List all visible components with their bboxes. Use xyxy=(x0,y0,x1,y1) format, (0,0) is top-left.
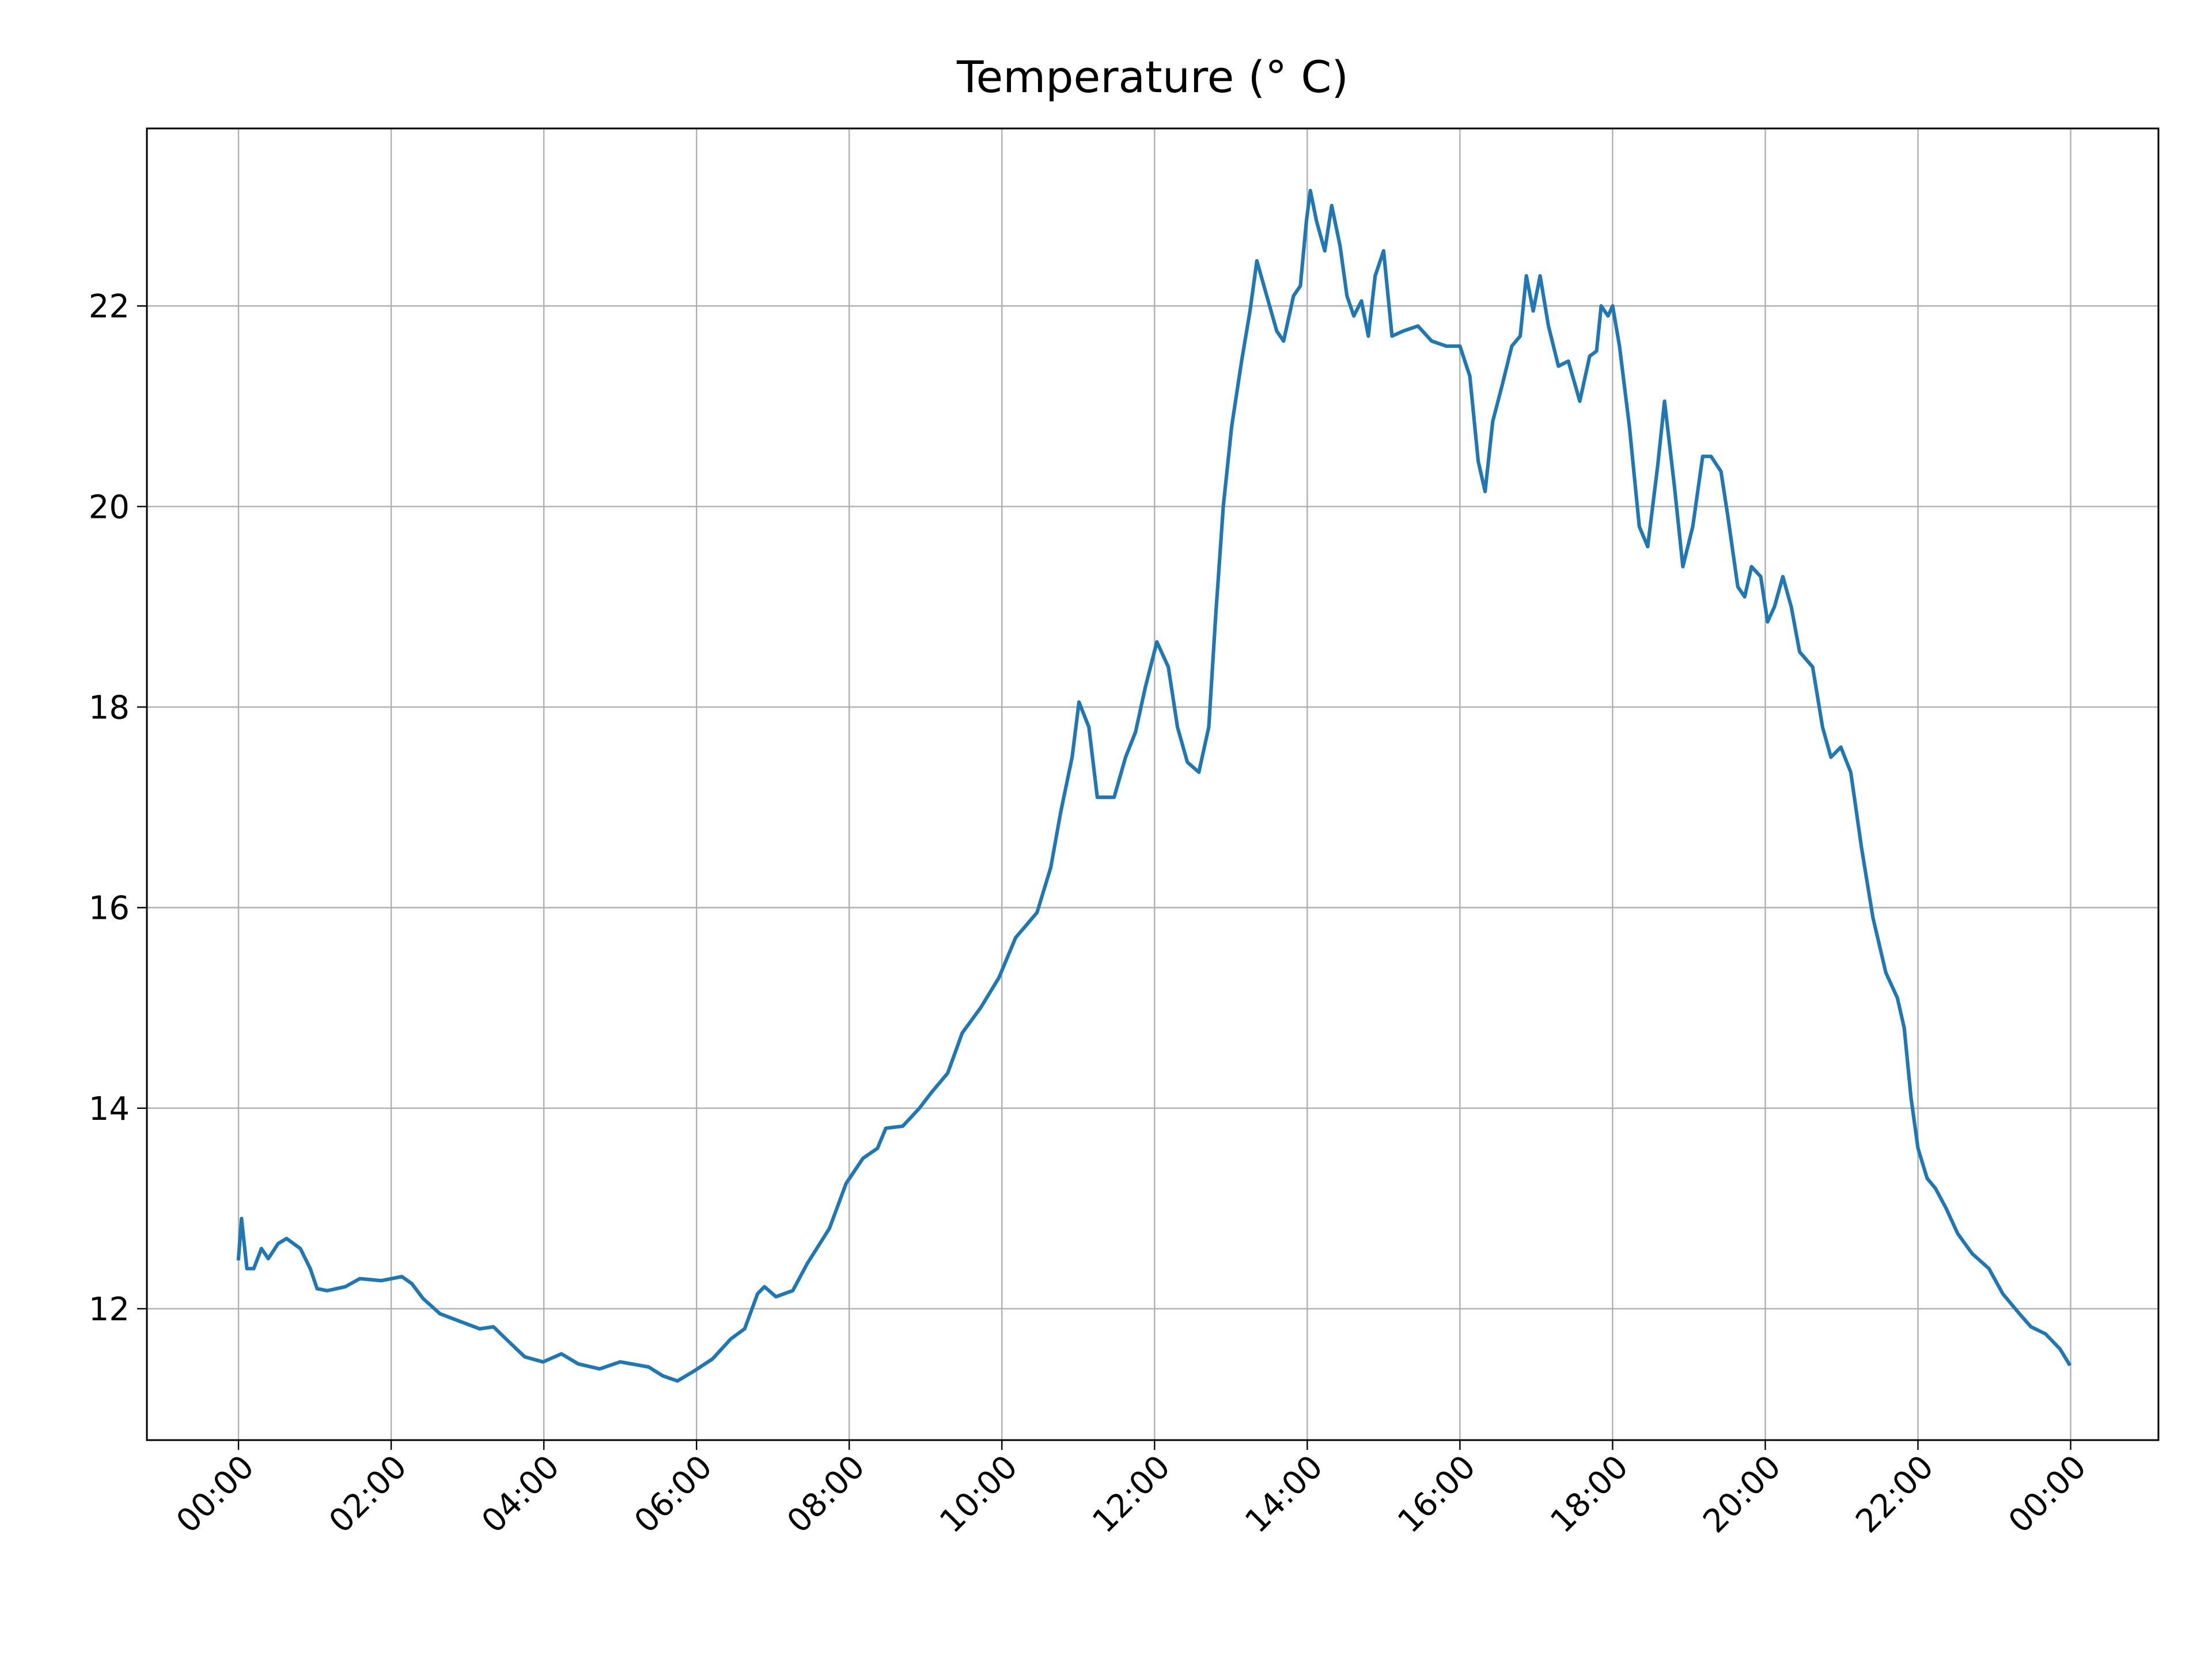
y-tick-label: 16 xyxy=(89,890,130,927)
data-line xyxy=(236,188,2072,1383)
chart-title: Temperature (° C) xyxy=(956,51,1349,103)
y-tick-label: 18 xyxy=(89,689,130,726)
y-tick-label: 12 xyxy=(89,1291,130,1328)
plot-frame xyxy=(146,127,2160,1441)
y-tick-label: 20 xyxy=(89,488,130,526)
y-tick-label: 22 xyxy=(89,288,130,325)
y-tick-label: 14 xyxy=(89,1090,130,1128)
